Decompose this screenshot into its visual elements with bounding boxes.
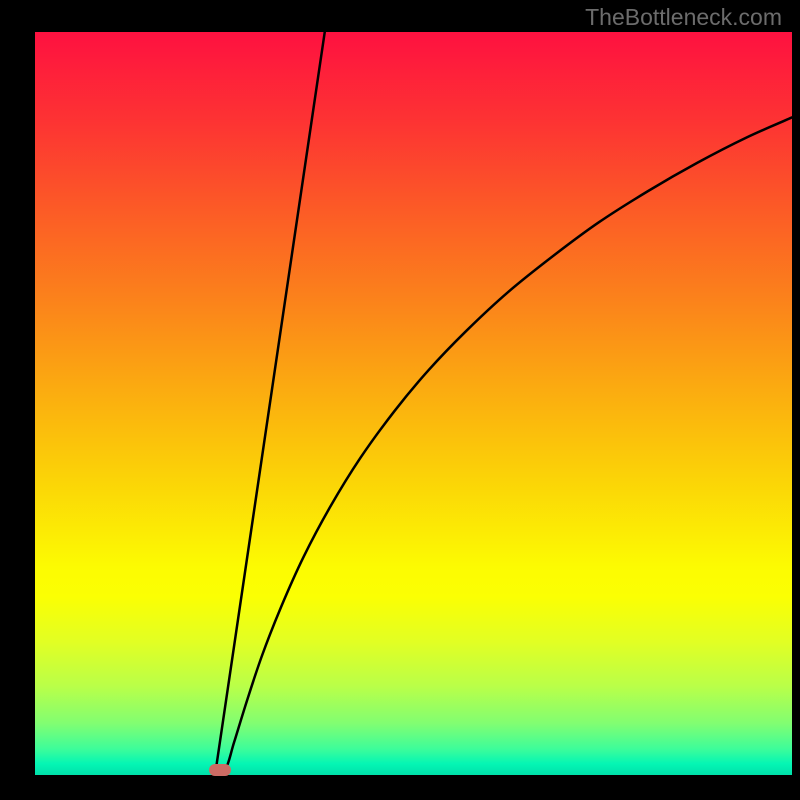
- chart-frame: TheBottleneck.com: [0, 0, 800, 800]
- plot-area: [35, 32, 792, 775]
- gradient-background: [35, 32, 792, 775]
- watermark-text: TheBottleneck.com: [585, 4, 782, 31]
